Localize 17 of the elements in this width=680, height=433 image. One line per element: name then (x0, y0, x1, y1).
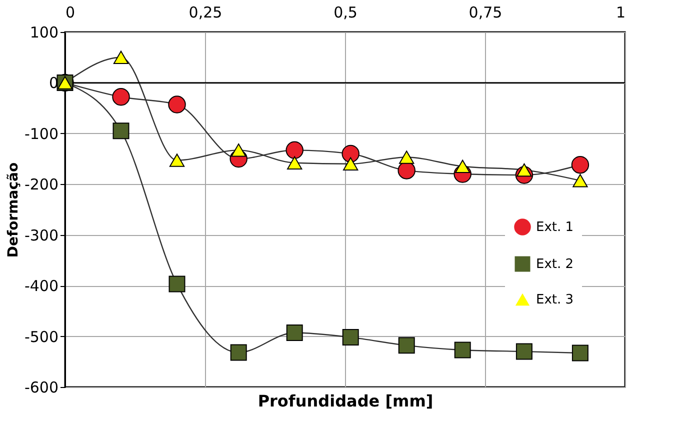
y-tick-label: -600 (24, 378, 58, 396)
y-tick-label: -100 (24, 124, 58, 143)
x-tick-label: 0,5 (334, 4, 358, 22)
y-tick-label: -500 (24, 328, 58, 346)
legend-label: Ext. 3 (536, 292, 574, 308)
y-tick-label: -300 (24, 226, 58, 244)
x-tick-label: 1 (616, 4, 626, 22)
y-tick-label: -200 (24, 176, 58, 194)
x-tick-label: 0,25 (188, 4, 222, 22)
y-tick-label: -400 (24, 277, 58, 296)
x-axis-title: Profundidade [mm] (258, 392, 434, 410)
legend-label: Ext. 2 (536, 257, 574, 272)
y-axis-title: Deformação (5, 162, 22, 258)
legend-label: Ext. 1 (536, 220, 574, 235)
x-tick-label: 0 (66, 4, 76, 22)
x-tick-label: 0,75 (468, 4, 502, 22)
y-tick-label: 100 (30, 24, 58, 42)
